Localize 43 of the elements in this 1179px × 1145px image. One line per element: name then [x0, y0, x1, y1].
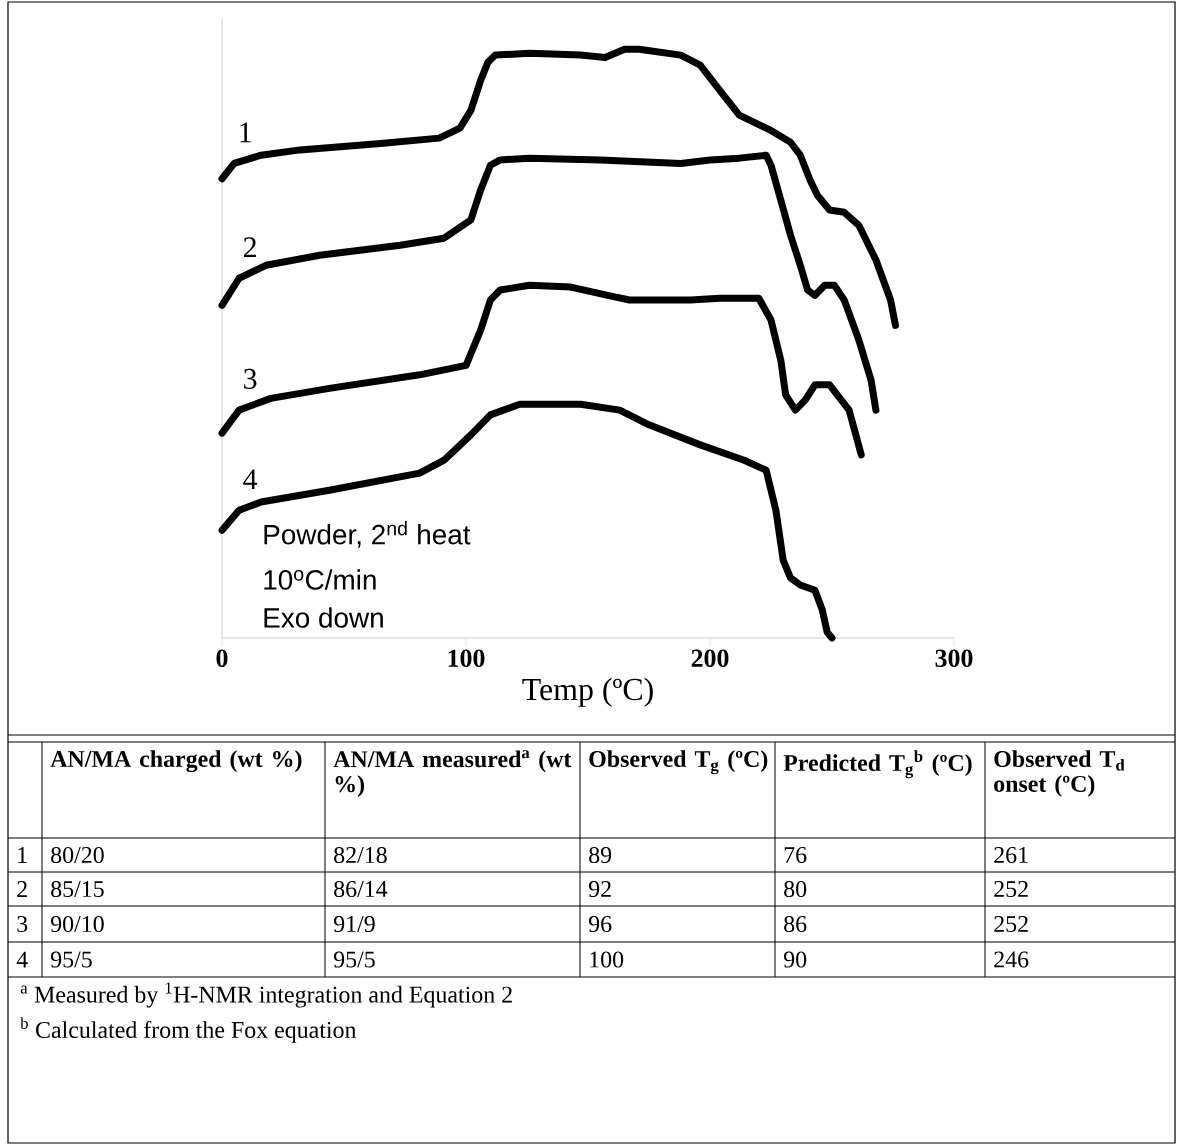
- x-tick-label: 300: [935, 649, 973, 668]
- text: 90: [783, 951, 807, 968]
- text: 95/5: [50, 951, 92, 968]
- text: 4: [16, 951, 28, 968]
- text: 92: [588, 880, 611, 898]
- text: 252: [994, 915, 1028, 933]
- text: 3: [17, 915, 28, 933]
- text: 1: [18, 847, 27, 863]
- text: 82/18: [334, 846, 387, 864]
- series-label: 3: [244, 368, 257, 389]
- x-axis-title: Temp (ºC): [522, 677, 653, 707]
- text: Predicted T$_{g}$$^{b}$ (ºC): [783, 750, 972, 779]
- text: 91/9: [333, 915, 375, 933]
- text: 261: [994, 846, 1028, 864]
- text: $^{b}$ Calculated from the Fox equation: [20, 1017, 357, 1043]
- annotation: 10$^{o}$C/min: [264, 569, 376, 590]
- text: 2: [17, 881, 27, 897]
- text: 80/20: [51, 846, 104, 864]
- series-label: 4: [243, 469, 258, 490]
- x-tick-label: 0: [216, 649, 228, 668]
- text: 252: [994, 880, 1028, 898]
- text: 85/15: [51, 880, 104, 898]
- text: 100: [590, 951, 624, 968]
- series-label: 2: [243, 237, 256, 258]
- text: 95/5: [333, 951, 375, 968]
- text: 86: [784, 915, 807, 933]
- text: 80: [784, 880, 807, 898]
- text: AN/MA measured$^{a}$ (wt %): [333, 750, 572, 798]
- text: 246: [994, 951, 1029, 968]
- text: 90/10: [50, 915, 104, 933]
- text: Observed T$_{d}$ onset (ºC): [994, 750, 1125, 797]
- text: Observed T$_{g}$ (ºC): [589, 750, 768, 775]
- annotation: Exo down: [264, 607, 383, 628]
- x-tick-label: 100: [448, 649, 485, 668]
- text: AN/MA charged (wt %): [50, 750, 302, 773]
- x-tick-label: 200: [691, 649, 729, 668]
- text: 96: [588, 915, 612, 933]
- text: 89: [589, 846, 612, 864]
- text: 76: [784, 846, 807, 864]
- annotation: Powder, 2$^{nd}$ heat: [264, 521, 471, 548]
- series-label: 1: [240, 122, 251, 143]
- text: $^{a}$ Measured by $^{1}$H-NMR integration and Equation 2: [20, 982, 512, 1008]
- text: 86/14: [334, 880, 388, 898]
